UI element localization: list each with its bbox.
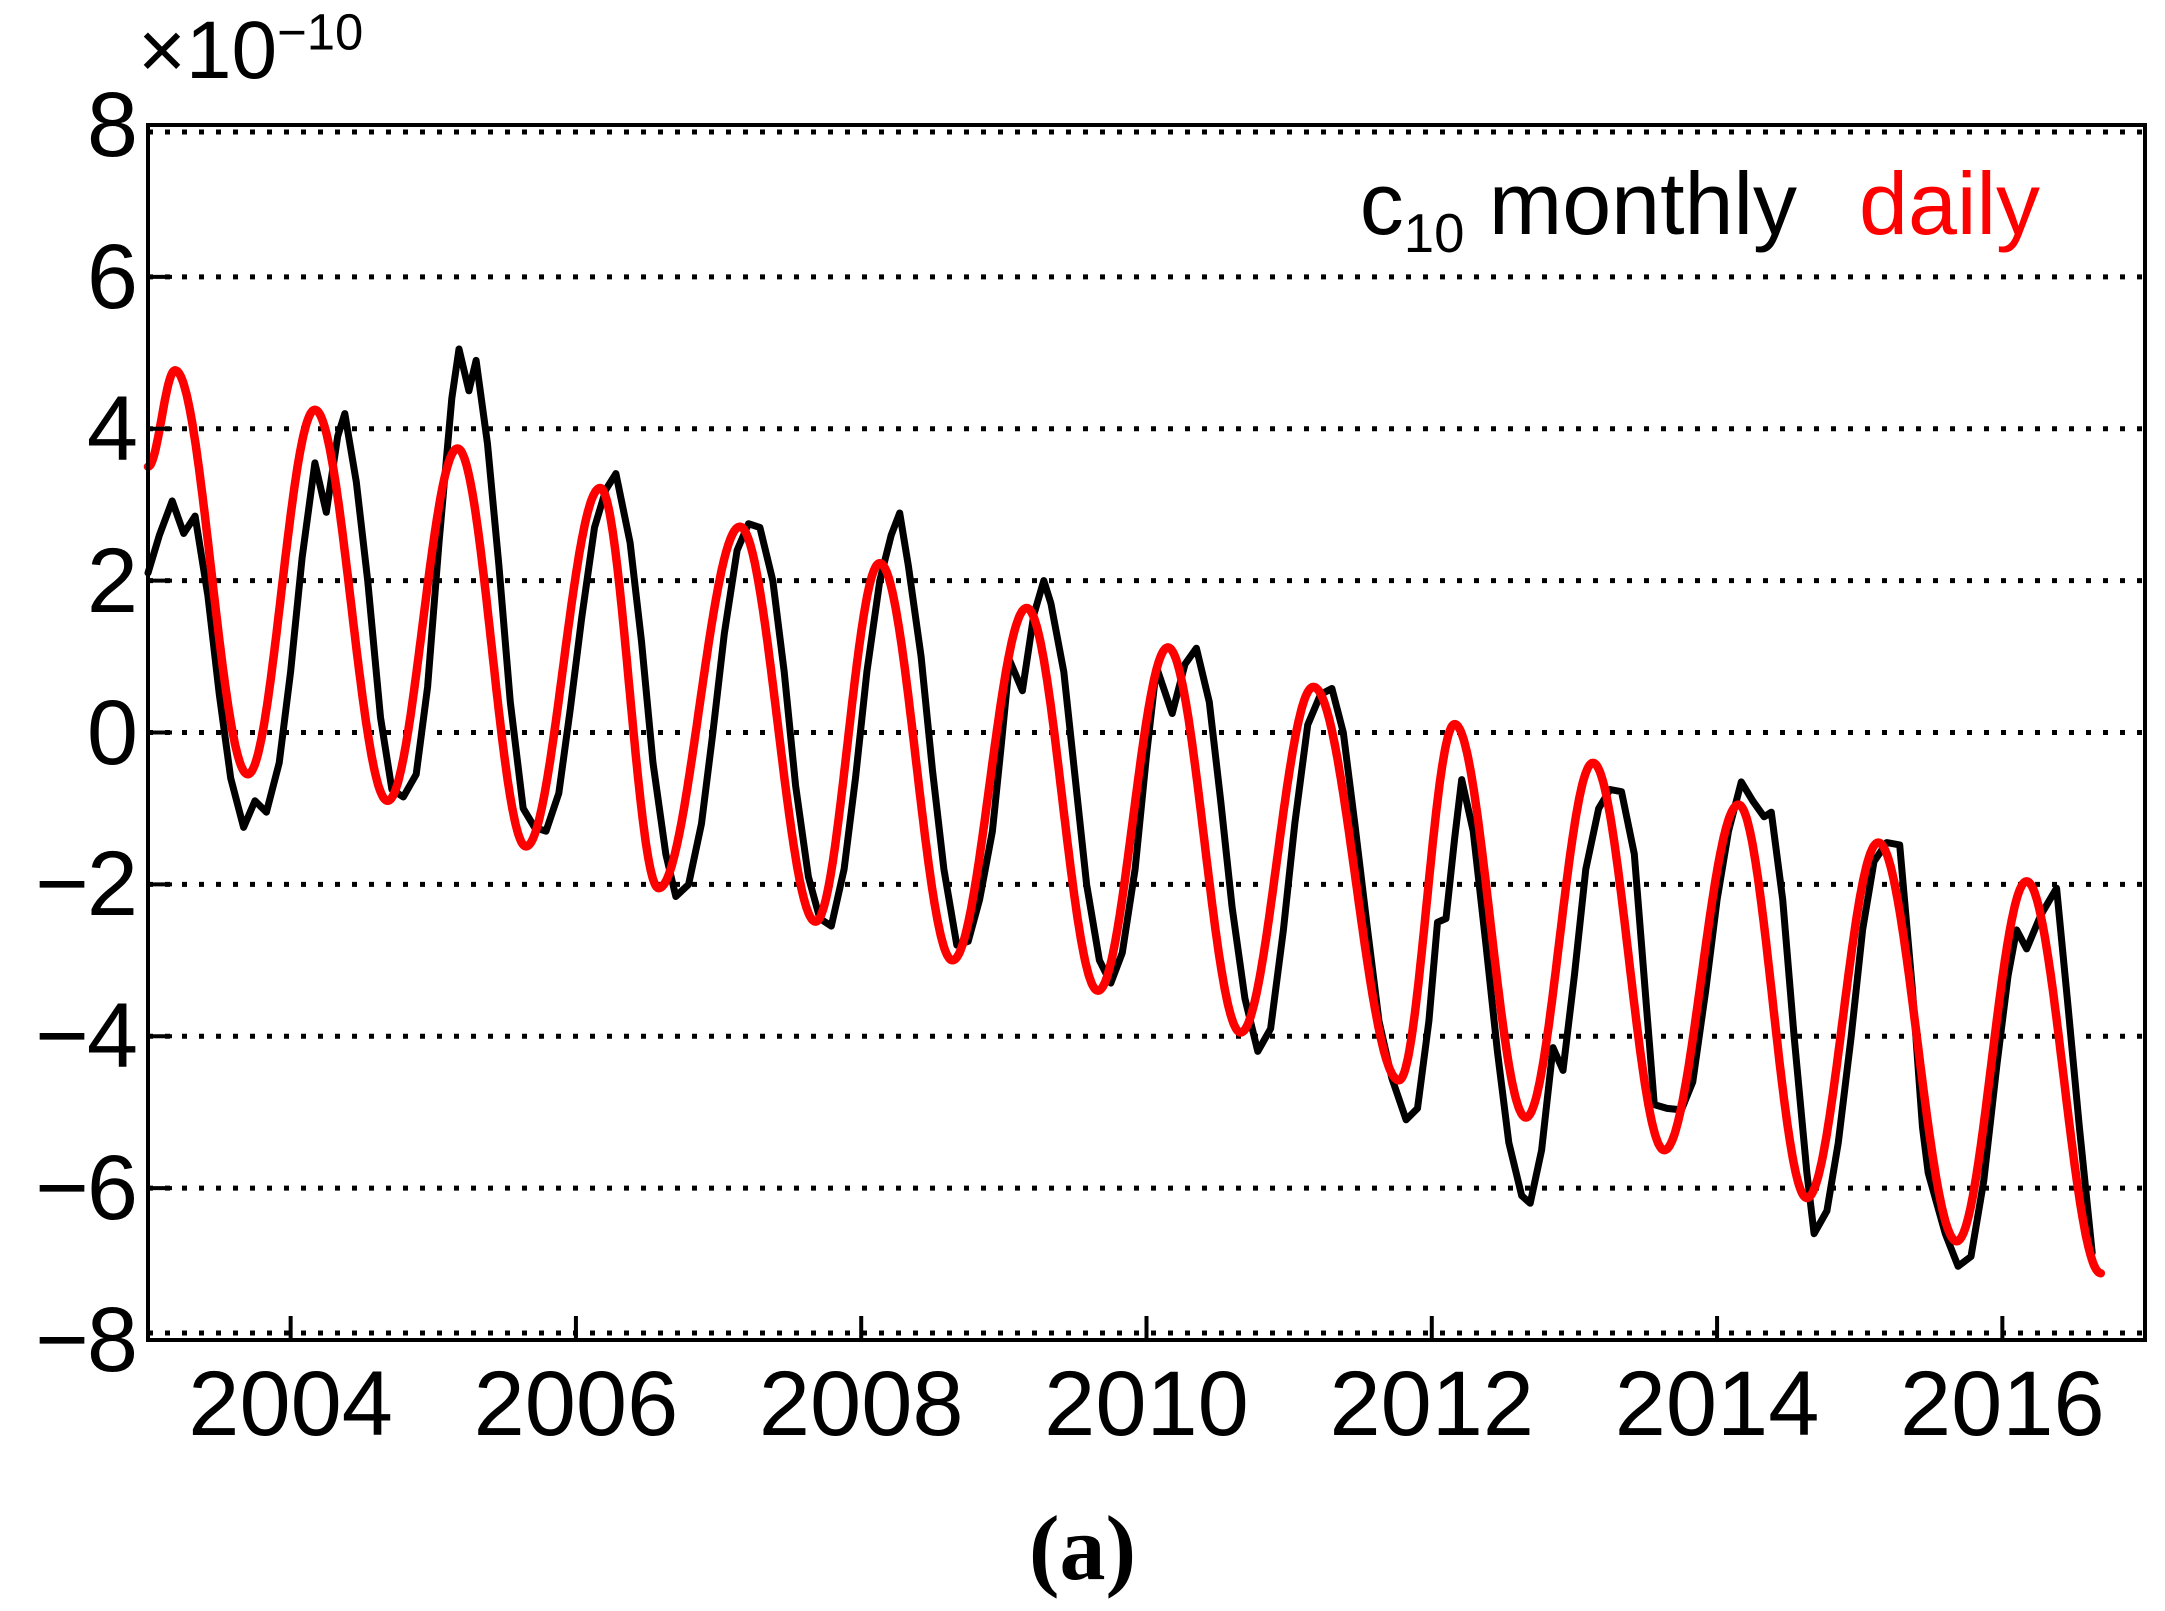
legend-item-daily: daily bbox=[1859, 154, 2040, 253]
y-tick-label--2: −2 bbox=[35, 833, 138, 936]
x-tick-label-2004: 2004 bbox=[188, 1353, 393, 1455]
y-tick-label-6: 6 bbox=[86, 225, 138, 328]
legend-item-monthly: c10 monthly bbox=[1359, 154, 1798, 261]
y-axis-multiplier-base: ×10 bbox=[138, 5, 278, 96]
y-tick-label-2: 2 bbox=[86, 529, 138, 632]
y-tick-label--6: −6 bbox=[35, 1137, 138, 1240]
series-monthly bbox=[144, 345, 2096, 1270]
y-tick-label-4: 4 bbox=[86, 377, 138, 480]
x-tick-label-2016: 2016 bbox=[1900, 1353, 2105, 1455]
y-axis-multiplier-exponent: −10 bbox=[277, 3, 364, 61]
x-tick-label-2008: 2008 bbox=[758, 1353, 964, 1455]
y-tick-label-0: 0 bbox=[86, 681, 138, 784]
legend-monthly-subscript: 10 bbox=[1403, 203, 1465, 264]
x-tick-label-2014: 2014 bbox=[1614, 1353, 1820, 1455]
x-tick-label-2012: 2012 bbox=[1329, 1353, 1535, 1455]
y-tick-label-8: 8 bbox=[86, 74, 138, 176]
y-axis-multiplier: ×10−10 bbox=[138, 7, 363, 92]
y-tick-label--8: −8 bbox=[35, 1289, 138, 1391]
x-tick-label-2010: 2010 bbox=[1044, 1353, 1249, 1455]
legend-monthly-symbol: c bbox=[1359, 154, 1404, 253]
series-daily bbox=[143, 366, 2106, 1278]
x-tick-label-2006: 2006 bbox=[473, 1353, 679, 1455]
y-tick-label--4: −4 bbox=[35, 985, 138, 1088]
figure-caption: (a) bbox=[1028, 1497, 1137, 1599]
legend-monthly-text: monthly bbox=[1464, 154, 1798, 253]
legend: c10 monthly daily bbox=[1240, 154, 2040, 261]
